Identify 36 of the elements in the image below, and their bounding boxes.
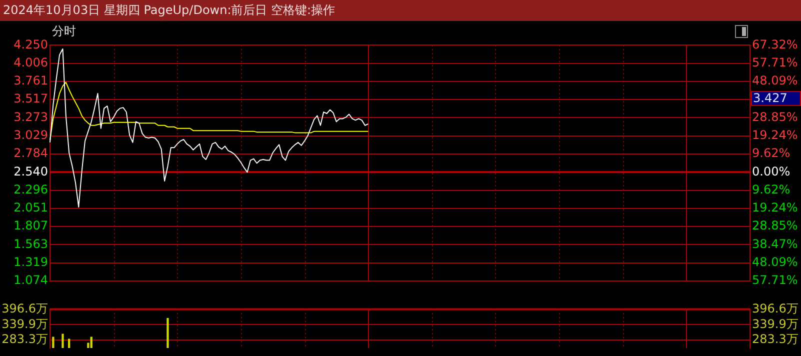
chart-title: 2024年10月03日 星期四 PageUp/Down:前后日 空格键:操作 [0, 0, 801, 21]
y2-tick-label: 396.6万 [752, 301, 798, 316]
y2-tick-label: 283.3万 [752, 332, 798, 346]
y-tick-label: 396.6万 [2, 301, 48, 316]
y2-tick-label: 0.00% [752, 164, 790, 178]
chart-subtitle: 分时 [52, 23, 76, 40]
y-tick-label: 3.029 [14, 128, 48, 142]
y-tick-label: 339.9万 [2, 316, 48, 331]
y2-tick-label: 339.9万 [752, 316, 798, 331]
y-tick-label: 1.319 [14, 254, 48, 269]
y2-tick-label: 28.85% [752, 218, 798, 233]
y2-tick-label: 9.62% [752, 146, 790, 160]
y-tick-label: 2.540 [14, 164, 48, 178]
y-tick-label: 283.3万 [2, 332, 48, 346]
y-tick-label: 2.296 [14, 182, 48, 196]
y2-tick-label: 19.24% [752, 200, 798, 215]
y2-tick-label: 19.24% [752, 128, 798, 142]
y2-tick-label: 57.71% [752, 273, 798, 288]
y2-tick-label: 48.09% [752, 254, 798, 269]
y-tick-label: 1.074 [14, 273, 48, 288]
y-tick-label: 1.563 [14, 236, 48, 251]
y-tick-label: 2.784 [14, 146, 48, 160]
y-tick-label: 1.807 [14, 218, 48, 233]
y-tick-label: 4.006 [14, 55, 48, 70]
y-tick-label: 3.761 [14, 74, 48, 88]
y-tick-label: 3.517 [14, 92, 48, 106]
y-tick-label: 4.250 [14, 37, 48, 52]
y-tick-label: 3.273 [14, 110, 48, 124]
text: 3.427 [751, 91, 801, 106]
y-tick-label: 2.051 [14, 200, 48, 215]
y2-tick-label: 38.47% [752, 236, 798, 251]
y2-tick-label: 57.71% [752, 55, 798, 70]
y2-tick-label: 28.85% [752, 110, 798, 124]
y2-tick-label: 9.62% [752, 182, 790, 196]
y2-tick-label: 48.09% [752, 74, 798, 88]
y2-tick-label: 67.32% [752, 37, 798, 52]
